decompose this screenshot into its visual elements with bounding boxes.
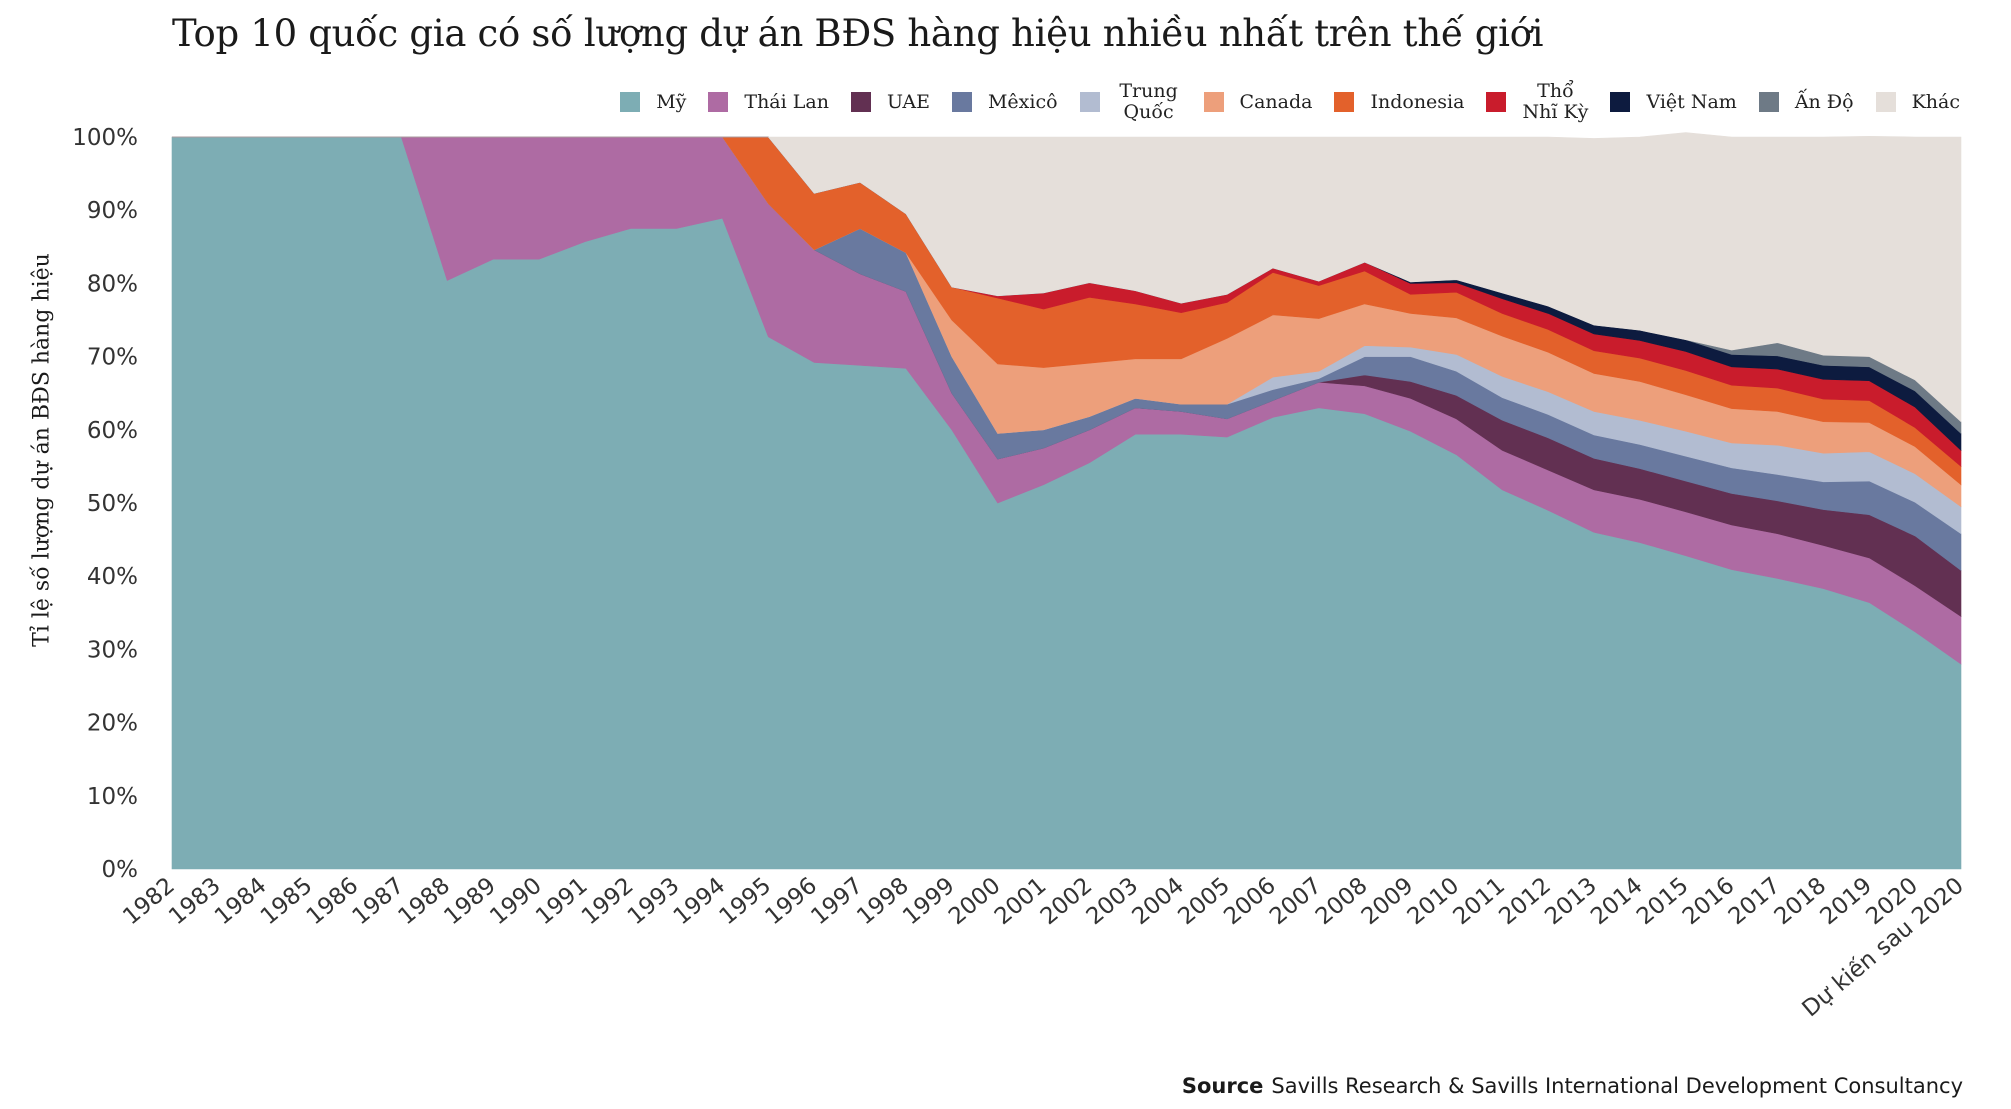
x-tick-label: 2018 <box>1770 873 1832 931</box>
legend-label: Mêxicô <box>987 90 1058 113</box>
x-tick-label: 2014 <box>1586 873 1648 931</box>
source-note: Source Savills Research & Savills Interna… <box>1182 1074 1963 1098</box>
legend-label: Khác <box>1911 90 1960 113</box>
legend-swatch <box>1334 92 1355 112</box>
x-tick-label: 2010 <box>1403 873 1465 931</box>
x-tick-label: 2008 <box>1311 873 1373 931</box>
legend-swatch <box>620 92 641 112</box>
legend-item: Ấn Độ <box>1758 90 1854 113</box>
x-tick-label: 2012 <box>1494 873 1556 931</box>
x-tick-label: 1994 <box>669 873 731 931</box>
legend-label: Mỹ <box>656 90 687 113</box>
y-tick-label: 40% <box>87 564 138 590</box>
legend-label: Indonesia <box>1370 90 1465 113</box>
x-tick-label: 1984 <box>210 873 272 931</box>
y-tick-label: 60% <box>87 418 138 444</box>
legend-swatch <box>1758 92 1779 112</box>
y-tick-label: 10% <box>87 784 138 810</box>
x-tick-label: 1989 <box>439 873 501 931</box>
legend-swatch <box>1079 92 1100 112</box>
legend-swatch <box>1203 92 1224 112</box>
legend-item: UAE <box>850 90 930 113</box>
legend-item: Thái Lan <box>708 90 829 113</box>
legend-item: Mêxicô <box>951 90 1058 113</box>
legend-label: Trung Quốc <box>1119 80 1178 123</box>
x-tick-label: 1991 <box>531 873 593 931</box>
x-tick-label: 1998 <box>852 873 914 931</box>
legend-label: Canada <box>1239 90 1313 113</box>
legend-swatch <box>951 92 972 112</box>
chart-legend: Mỹ Thái Lan UAE Mêxicô Trung Quốc Canada Indon… <box>560 74 1960 130</box>
x-tick-label: 1990 <box>485 873 547 931</box>
x-tick-label: 1996 <box>760 873 822 931</box>
x-tick-label: 1999 <box>898 873 960 931</box>
legend-label: UAE <box>886 90 930 113</box>
x-tick-label: 2006 <box>1219 873 1281 931</box>
x-tick-label: 2019 <box>1816 873 1878 931</box>
x-tick-label: 1995 <box>715 873 777 931</box>
x-tick-label: 1992 <box>577 873 639 931</box>
x-tick-label: 2013 <box>1540 873 1602 931</box>
x-tick-label: 2015 <box>1632 873 1694 931</box>
y-tick-label: 70% <box>87 345 138 371</box>
y-tick-label: 90% <box>87 198 138 224</box>
legend-item: Canada <box>1203 90 1313 113</box>
x-tick-label: 1987 <box>348 873 410 931</box>
x-tick-label: 2002 <box>1036 873 1098 931</box>
x-tick-label: 1983 <box>164 873 226 931</box>
legend-item: Mỹ <box>620 90 687 113</box>
x-tick-label: 2004 <box>1127 873 1189 931</box>
legend-item: Indonesia <box>1334 90 1465 113</box>
y-tick-label: 100% <box>72 125 138 151</box>
x-tick-label: 1997 <box>806 873 868 931</box>
y-tick-label: 30% <box>87 637 138 663</box>
x-tick-label: 1986 <box>302 873 364 931</box>
x-tick-label: 2005 <box>1173 873 1235 931</box>
y-tick-label: 80% <box>87 271 138 297</box>
x-tick-label: 2009 <box>1357 873 1419 931</box>
legend-label: Thổ Nhĩ Kỳ <box>1522 80 1589 123</box>
chart-title: Top 10 quốc gia có số lượng dự án BĐS hà… <box>172 12 1544 55</box>
legend-item: Thổ Nhĩ Kỳ <box>1486 81 1588 123</box>
x-tick-label: 2016 <box>1678 873 1740 931</box>
legend-swatch <box>850 92 871 112</box>
x-tick-label: 1988 <box>394 873 456 931</box>
legend-label: Thái Lan <box>744 90 829 113</box>
x-tick-label: 2017 <box>1724 873 1786 931</box>
legend-swatch <box>1610 92 1631 112</box>
legend-item: Khác <box>1875 90 1960 113</box>
y-tick-label: 20% <box>87 711 138 737</box>
y-tick-label: 50% <box>87 491 138 517</box>
legend-swatch <box>1486 92 1507 112</box>
source-label: Source <box>1181 1074 1264 1098</box>
x-tick-label: 2007 <box>1265 873 1327 931</box>
source-text: Savills Research & Savills International… <box>1271 1074 1963 1098</box>
x-tick-label: 2001 <box>990 873 1052 931</box>
x-tick-label: 1985 <box>256 873 318 931</box>
legend-item: Trung Quốc <box>1079 80 1182 123</box>
x-tick-label: 2011 <box>1449 873 1511 931</box>
area-series-10 <box>172 132 1962 423</box>
x-tick-label: 2000 <box>944 873 1006 931</box>
legend-item: Việt Nam <box>1610 90 1737 113</box>
legend-swatch <box>1875 92 1896 112</box>
legend-label: Việt Nam <box>1646 90 1737 113</box>
x-tick-label: 2003 <box>1082 873 1144 931</box>
legend-label: Ấn Độ <box>1794 90 1854 113</box>
legend-swatch <box>708 92 729 112</box>
x-tick-label: 1993 <box>623 873 685 931</box>
y-tick-label: 0% <box>102 857 139 883</box>
